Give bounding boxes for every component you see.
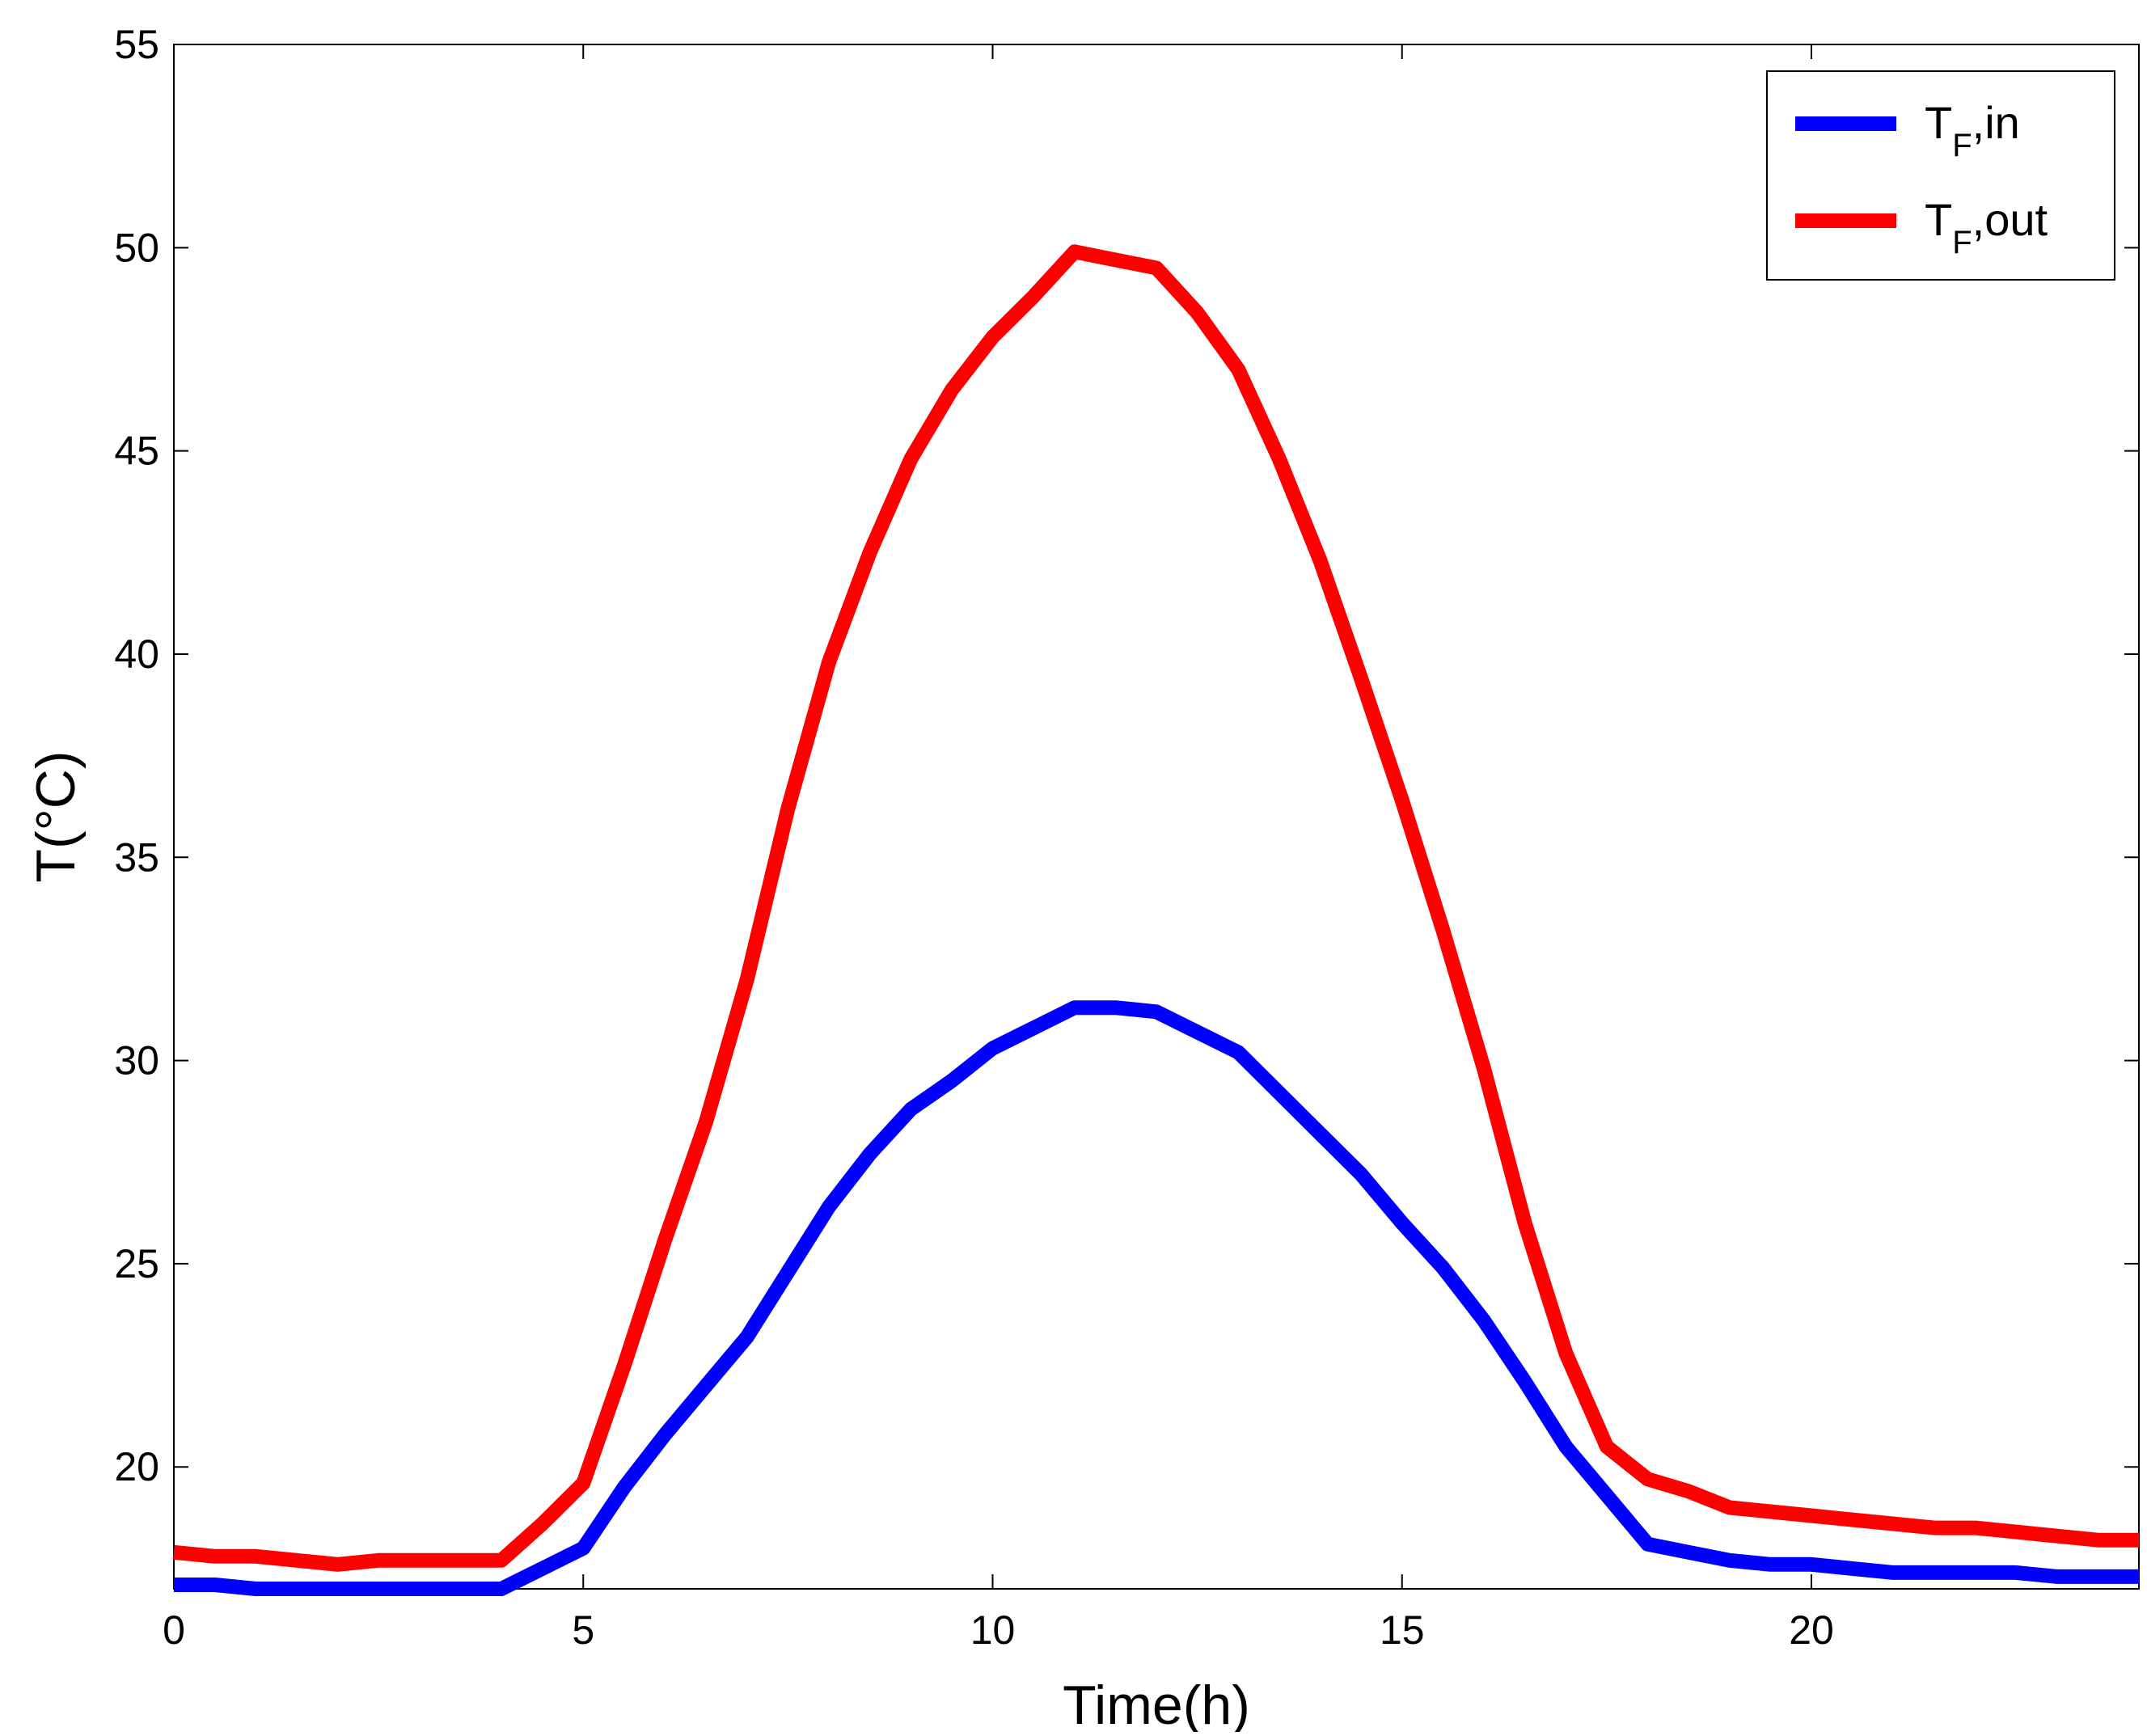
y-tick-label: 55 bbox=[114, 22, 159, 67]
x-tick-label: 15 bbox=[1380, 1607, 1425, 1653]
x-axis-label: Time(h) bbox=[1063, 1675, 1250, 1732]
ticks-layer: 0 5 10 15 20 20 25 30 35 40 45 50 55 bbox=[114, 22, 2139, 1653]
x-tick-label: 0 bbox=[163, 1607, 185, 1653]
legend-label: TF,in bbox=[1925, 97, 2020, 163]
legend-label-sub: F bbox=[1952, 225, 1972, 260]
y-tick-label: 45 bbox=[114, 429, 159, 474]
x-tick-label: 5 bbox=[572, 1607, 594, 1653]
y-tick-label: 40 bbox=[114, 631, 159, 677]
y-tick-label: 30 bbox=[114, 1038, 159, 1083]
legend-label-main: T bbox=[1925, 194, 1952, 245]
legend-label-suffix: ,in bbox=[1972, 97, 2020, 148]
y-tick-label: 25 bbox=[114, 1241, 159, 1286]
x-tick-label: 10 bbox=[970, 1607, 1016, 1653]
y-axis-label: T(°C) bbox=[25, 750, 87, 882]
plot-area bbox=[173, 44, 2140, 1590]
series-line bbox=[173, 244, 2139, 1572]
legend-label: TF,out bbox=[1925, 194, 2048, 260]
x-tick-label: 20 bbox=[1789, 1607, 1834, 1653]
y-tick-label: 20 bbox=[114, 1444, 159, 1489]
y-tick-label: 35 bbox=[114, 834, 159, 880]
legend-label-suffix: ,out bbox=[1972, 194, 2048, 245]
legend-label-main: T bbox=[1925, 97, 1952, 148]
series-line bbox=[174, 1000, 2139, 1596]
legend-box bbox=[1766, 70, 2115, 281]
series-layer bbox=[173, 244, 2139, 1596]
y-tick-label: 50 bbox=[114, 225, 159, 270]
legend-label-sub: F bbox=[1952, 128, 1972, 163]
